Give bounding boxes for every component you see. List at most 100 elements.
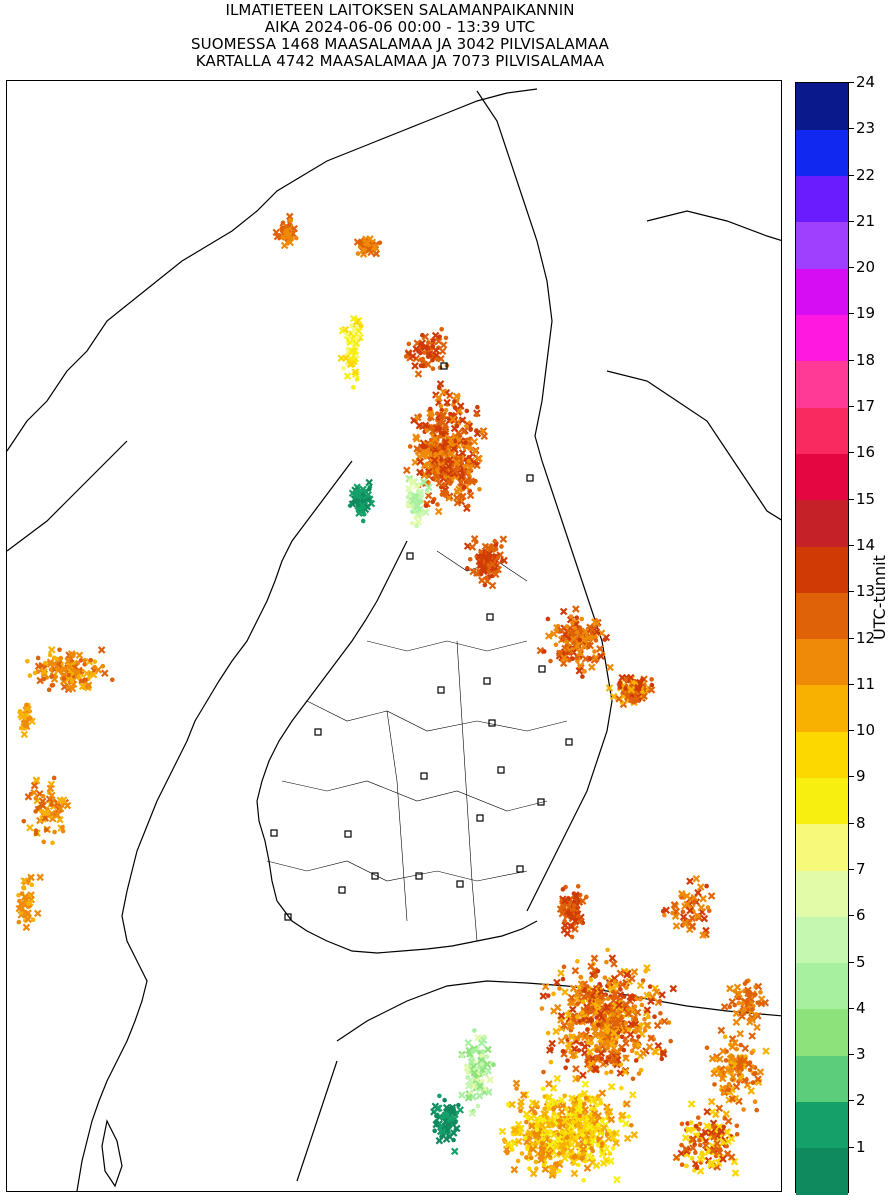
colorbar-tick-mark xyxy=(849,1146,854,1148)
ground-strike-mark xyxy=(606,663,614,672)
ground-strike-mark xyxy=(570,1158,578,1166)
cloud-strike-mark xyxy=(412,493,417,499)
ground-strike-mark xyxy=(587,1115,596,1123)
cloud-strike-mark xyxy=(738,1075,744,1080)
colorbar-segment xyxy=(796,83,848,130)
ground-strike-mark xyxy=(741,1044,750,1053)
ground-strike-mark xyxy=(450,424,459,433)
cloud-strike-mark xyxy=(571,903,577,908)
ground-strike-mark xyxy=(612,1139,620,1147)
lightning-map[interactable] xyxy=(6,80,782,1192)
cloud-strike-mark xyxy=(492,566,498,571)
ground-strike-mark xyxy=(581,655,590,663)
ground-strike-mark xyxy=(559,607,568,616)
colorbar-tick-label: 14 xyxy=(856,535,876,554)
ground-strike-mark xyxy=(414,370,423,378)
cloud-strike-mark xyxy=(693,1123,699,1129)
ground-strike-mark xyxy=(615,1001,623,1009)
colorbar-tick-mark xyxy=(849,82,854,83)
ground-strike-mark xyxy=(38,801,47,810)
cloud-strike-mark xyxy=(632,1009,637,1015)
cloud-strike-mark xyxy=(439,1114,445,1120)
ground-strike-mark xyxy=(731,1169,740,1177)
colorbar-tick-mark xyxy=(849,961,854,963)
cloud-strike-mark xyxy=(575,914,581,919)
ground-strike-mark xyxy=(596,645,604,653)
cloud-strike-mark xyxy=(642,1016,647,1022)
cloud-strike-mark xyxy=(534,1127,540,1133)
ground-strike-mark xyxy=(438,411,447,420)
cloud-strike-mark xyxy=(467,441,473,446)
colorbar-tick-label: 12 xyxy=(856,628,876,647)
cloud-strike-mark xyxy=(435,502,440,507)
cloud-strike-mark xyxy=(82,658,88,663)
cloud-strike-mark xyxy=(724,1143,729,1149)
ground-strike-mark xyxy=(528,1122,536,1130)
cloud-strike-mark xyxy=(88,657,94,663)
colorbar-tick-mark xyxy=(849,406,854,408)
ground-strike-mark xyxy=(484,1045,492,1054)
colorbar-tick-label: 8 xyxy=(856,813,866,832)
ground-strike-mark xyxy=(728,1095,737,1103)
ground-strike-mark xyxy=(703,1122,711,1130)
cloud-strike-mark xyxy=(489,545,494,551)
cloud-strike-mark xyxy=(568,614,574,619)
ground-strike-mark xyxy=(584,1151,593,1160)
ground-strike-mark xyxy=(727,1153,736,1161)
ground-strike-mark xyxy=(627,1020,636,1028)
ground-strike-mark xyxy=(600,1124,608,1132)
ground-strike-mark xyxy=(640,692,648,700)
cloud-strike-mark xyxy=(566,658,572,663)
cloud-strike-mark xyxy=(638,1022,644,1027)
ground-strike-mark xyxy=(729,1073,737,1081)
region-borders xyxy=(266,550,568,942)
cloud-strike-mark xyxy=(570,907,576,913)
cloud-strike-mark xyxy=(610,1012,616,1018)
colorbar-segment xyxy=(796,1008,848,1056)
ground-strike-mark xyxy=(442,1112,451,1120)
ground-strike-mark xyxy=(547,1097,556,1106)
cloud-strike-mark xyxy=(544,1129,550,1134)
ground-strike-mark xyxy=(628,1091,637,1099)
ground-strike-mark xyxy=(647,686,656,694)
ground-strike-mark xyxy=(557,1037,566,1045)
ground-strike-mark xyxy=(622,1119,630,1128)
ground-strike-mark xyxy=(623,1100,631,1108)
cloud-strike-mark xyxy=(740,1001,746,1006)
ground-strike-mark xyxy=(624,1009,633,1018)
ground-strike-mark xyxy=(577,1031,586,1040)
cloud-strike-mark xyxy=(636,1071,642,1076)
colorbar-tick-mark xyxy=(849,822,854,824)
cloud-strike-mark xyxy=(426,340,431,345)
ground-strike-mark xyxy=(581,1105,590,1114)
ground-strike-mark xyxy=(48,646,56,654)
ground-strike-mark xyxy=(413,502,422,511)
cloud-strike-mark xyxy=(480,1049,486,1054)
cloud-strike-mark xyxy=(593,638,599,643)
colorbar-tick-label: 4 xyxy=(856,998,866,1017)
cloud-strike-mark xyxy=(452,399,457,404)
ground-strike-mark xyxy=(732,1009,741,1018)
ground-strike-mark xyxy=(643,1006,652,1014)
ground-strike-mark xyxy=(753,1023,761,1032)
ground-strike-mark xyxy=(699,931,707,939)
cloud-strike-mark xyxy=(51,775,57,781)
ground-strike-mark xyxy=(33,909,42,918)
cloud-strike-mark xyxy=(617,685,623,690)
cloud-strike-mark xyxy=(533,1166,539,1171)
cloud-strike-mark xyxy=(505,1102,511,1107)
cloud-strike-mark xyxy=(729,1068,735,1073)
ground-strike-mark xyxy=(470,535,479,543)
cloud-strike-mark xyxy=(605,1105,610,1110)
cloud-strike-mark xyxy=(491,1062,496,1068)
cloud-strike-mark xyxy=(464,424,470,429)
cloud-strike-mark xyxy=(58,655,64,661)
cloud-strike-mark xyxy=(545,616,551,622)
cloud-strike-mark xyxy=(680,909,686,915)
ground-strike-mark xyxy=(445,1120,453,1129)
ground-strike-mark xyxy=(448,1109,457,1117)
ground-strike-mark xyxy=(475,553,483,561)
cloud-strike-mark xyxy=(588,1036,594,1042)
colorbar-tick-mark xyxy=(849,1054,854,1056)
ground-strike-mark xyxy=(636,981,645,990)
